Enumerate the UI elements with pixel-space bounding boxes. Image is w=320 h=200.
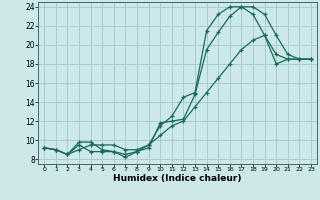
X-axis label: Humidex (Indice chaleur): Humidex (Indice chaleur) (113, 174, 242, 183)
